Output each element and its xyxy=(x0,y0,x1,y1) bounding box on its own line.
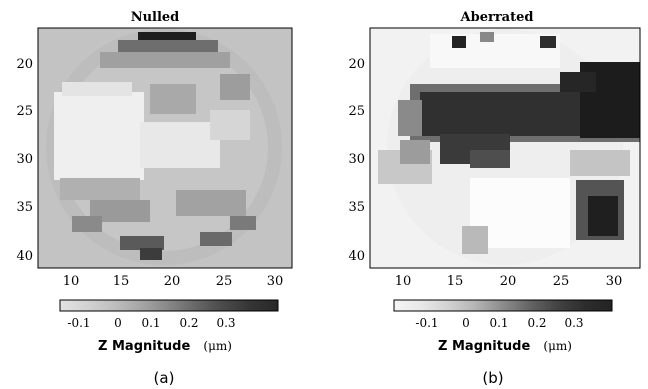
panel-a-unit: (μm) xyxy=(203,339,232,353)
panel-b-cb-tick-neg0.1: -0.1 xyxy=(415,316,438,330)
panel-b-unit: (μm) xyxy=(543,339,572,353)
panel-a-label: (a) xyxy=(154,369,175,387)
panel-a-colorbar: -0.1 0 0.1 0.2 0.3 xyxy=(59,299,279,330)
panel-b-xtick-30: 30 xyxy=(606,274,623,289)
panel-a-cb-tick-0: 0 xyxy=(114,316,122,330)
panel-b-label: (b) xyxy=(482,369,503,387)
panel-b-cb-tick-0.1: 0.1 xyxy=(489,316,508,330)
panel-a-xtick-20: 20 xyxy=(164,274,181,289)
panel-b-ytick-20: 20 xyxy=(348,57,365,72)
panel-a-title: Nulled xyxy=(131,10,180,25)
panel-a-xtick-10: 10 xyxy=(63,274,80,289)
panel-a-ytick-25: 25 xyxy=(16,104,33,119)
panel-b-colorbar-label: Z Magnitude (μm) xyxy=(438,335,572,354)
panel-b: Aberrated xyxy=(348,10,641,387)
panel-b-xtick-20: 20 xyxy=(500,274,517,289)
panel-a-axes-frame xyxy=(37,27,293,269)
panel-a-cb-tick-neg0.1: -0.1 xyxy=(67,316,90,330)
panel-a: Nulled xyxy=(16,10,293,387)
panel-b-axes-frame xyxy=(369,27,641,269)
panel-b-heatmap xyxy=(378,29,640,265)
panel-a-xticks: 10 15 20 25 30 xyxy=(63,274,284,289)
panel-b-yticks: 20 25 30 35 40 xyxy=(348,57,365,264)
panel-b-xticks: 10 15 20 25 30 xyxy=(395,274,623,289)
panel-a-ytick-20: 20 xyxy=(16,57,33,72)
panel-b-ytick-30: 30 xyxy=(348,152,365,167)
panel-a-xtick-30: 30 xyxy=(267,274,284,289)
panel-b-xtick-10: 10 xyxy=(395,274,412,289)
panel-b-colorbar: -0.1 0 0.1 0.2 0.3 xyxy=(393,299,613,330)
panel-a-cb-tick-0.1: 0.1 xyxy=(141,316,160,330)
panel-a-cb-tick-0.3: 0.3 xyxy=(216,316,235,330)
panel-b-xtick-15: 15 xyxy=(447,274,464,289)
panel-a-yticks: 20 25 30 35 40 xyxy=(16,57,33,264)
panel-a-zlabel: Z Magnitude xyxy=(98,339,190,354)
panel-a-ytick-30: 30 xyxy=(16,152,33,167)
panel-b-ytick-25: 25 xyxy=(348,104,365,119)
panel-b-xtick-25: 25 xyxy=(553,274,570,289)
panel-a-xtick-15: 15 xyxy=(113,274,130,289)
panel-b-ytick-35: 35 xyxy=(348,200,365,215)
panel-b-colorbar-bar xyxy=(393,299,613,312)
panel-b-zlabel: Z Magnitude xyxy=(438,339,530,354)
panel-a-xtick-25: 25 xyxy=(216,274,233,289)
panel-b-ytick-40: 40 xyxy=(348,249,365,264)
panel-a-colorbar-bar xyxy=(59,299,279,312)
panel-b-cb-tick-0.2: 0.2 xyxy=(527,316,546,330)
panel-a-ytick-40: 40 xyxy=(16,249,33,264)
panel-a-cb-tick-0.2: 0.2 xyxy=(179,316,198,330)
panel-b-cb-tick-0: 0 xyxy=(462,316,470,330)
panel-b-cb-tick-0.3: 0.3 xyxy=(564,316,583,330)
panel-a-colorbar-label: Z Magnitude (μm) xyxy=(98,335,232,354)
panel-a-heatmap xyxy=(46,29,282,265)
panel-b-title: Aberrated xyxy=(460,10,534,25)
panel-a-ytick-35: 35 xyxy=(16,200,33,215)
